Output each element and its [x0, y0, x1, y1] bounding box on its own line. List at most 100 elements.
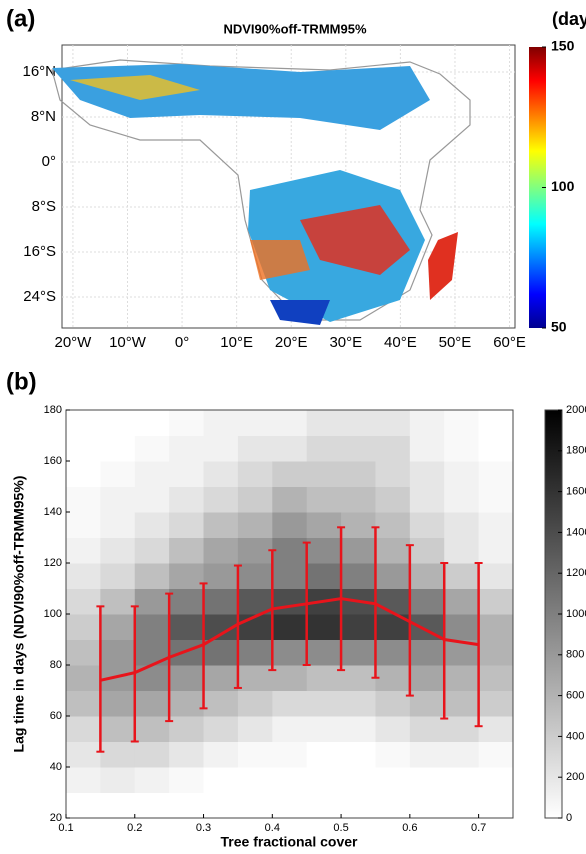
heat-cell: [272, 512, 308, 538]
heat-cell: [134, 690, 170, 717]
heat-cell: [306, 537, 342, 564]
heat-cell: [375, 563, 411, 589]
heat-cell: [66, 563, 101, 589]
heat-cell: [237, 767, 273, 793]
heat-cell: [169, 461, 205, 487]
y-tick-label: 100: [44, 608, 62, 620]
x-tick-label: 0.2: [127, 822, 142, 834]
mean-line: [100, 597, 479, 682]
heat-cell: [341, 741, 376, 768]
heat-cell: [409, 716, 445, 742]
heat-cell: [444, 537, 480, 564]
heat-cell: [272, 614, 308, 640]
heat-cell: [134, 792, 170, 819]
heat-cell: [203, 639, 239, 666]
heat-cell: [478, 690, 514, 717]
heat-cell: [478, 741, 514, 768]
heat-cell: [100, 435, 136, 462]
heat-cell: [100, 792, 136, 819]
y-tick-label: 40: [50, 761, 62, 773]
heat-cell: [478, 792, 514, 819]
coastline: [51, 59, 471, 321]
heat-cell: [272, 792, 308, 819]
heat-cell: [341, 435, 376, 462]
heat-cell: [169, 486, 205, 513]
heat-cell: [375, 512, 411, 538]
heat-cell: [66, 410, 101, 436]
heat-cell: [375, 435, 411, 462]
heat-cell: [203, 767, 239, 793]
heat-cell: [134, 741, 170, 768]
x-tick-label: 10°E: [220, 334, 253, 351]
heat-cell: [409, 435, 445, 462]
heat-cell: [409, 665, 445, 691]
heat-cell: [203, 741, 239, 768]
heat-cell: [409, 410, 445, 436]
heat-cell: [341, 792, 376, 819]
y-tick-label: 160: [44, 455, 62, 467]
colorbar-tick-label: 400: [566, 730, 584, 742]
heat-cell: [100, 690, 136, 717]
heat-cell: [169, 410, 205, 436]
y-tick-label: 180: [44, 404, 62, 416]
heat-cell: [134, 588, 170, 615]
heat-cell: [306, 716, 342, 742]
colorbar-tick-label: 1200: [566, 567, 586, 579]
heat-cell: [478, 665, 514, 691]
colorbar-tick-label: 1000: [566, 608, 586, 620]
heat-cell: [169, 690, 205, 717]
heat-cell: [237, 716, 273, 742]
heat-cell: [203, 461, 239, 487]
heat-cell: [100, 716, 136, 742]
x-tick-label: 20°E: [275, 334, 308, 351]
heat-cell: [444, 614, 480, 640]
colorbar-tick-label: 100: [551, 178, 575, 194]
heat-cell: [272, 410, 308, 436]
heat-cell: [375, 537, 411, 564]
heat-cell: [341, 639, 376, 666]
heat-cell: [306, 792, 342, 819]
heat-cell: [203, 512, 239, 538]
heat-cell: [134, 639, 170, 666]
heat-cell: [409, 588, 445, 615]
heat-cell: [341, 410, 376, 436]
heat-cell: [341, 537, 376, 564]
y-tick-label: 80: [50, 659, 62, 671]
heat-cell: [134, 537, 170, 564]
x-axis-label: Tree fractional cover: [221, 834, 359, 850]
heat-cell: [100, 512, 136, 538]
y-tick-label: 16°S: [23, 243, 56, 260]
heat-cell: [203, 716, 239, 742]
southern-region: [250, 240, 310, 280]
heat-cell: [237, 537, 273, 564]
y-tick-label: 16°N: [22, 63, 56, 80]
southern-region: [270, 300, 330, 325]
heat-cell: [272, 461, 308, 487]
heat-cell: [100, 461, 136, 487]
heat-cell: [237, 461, 273, 487]
heat-cell: [478, 588, 514, 615]
heat-cell: [203, 792, 239, 819]
heat-cell: [478, 435, 514, 462]
heat-cell: [203, 690, 239, 717]
heat-cell: [66, 639, 101, 666]
heat-cell: [444, 435, 480, 462]
colorbar-tick-label: 600: [566, 690, 584, 702]
heat-cell: [66, 741, 101, 768]
heat-cell: [375, 486, 411, 513]
colorbar: [529, 47, 546, 328]
heat-cell: [306, 563, 342, 589]
heat-cell: [444, 512, 480, 538]
heat-cell: [444, 410, 480, 436]
heat-cell: [169, 792, 205, 819]
colorbar-tick-label: 150: [551, 38, 575, 54]
colorbar-tick-label: 200: [566, 771, 584, 783]
heat-cell: [237, 665, 273, 691]
heat-cell: [478, 461, 514, 487]
heat-cell: [237, 410, 273, 436]
heat-cell: [100, 486, 136, 513]
heat-cell: [237, 563, 273, 589]
heat-cell: [100, 614, 136, 640]
